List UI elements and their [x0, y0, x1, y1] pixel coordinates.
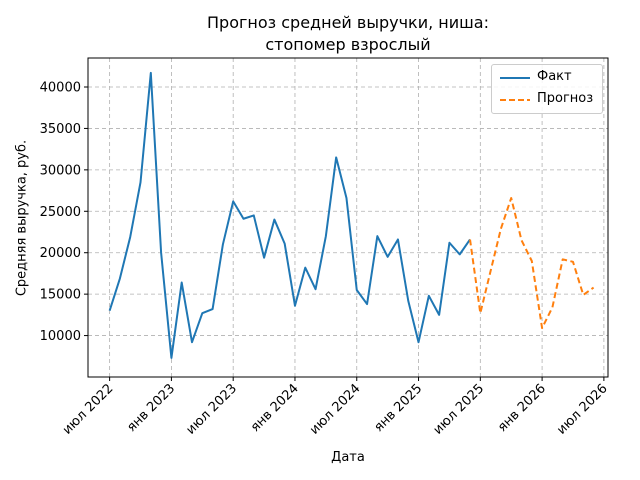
x-tick-label: июл 2025	[431, 381, 488, 438]
chart-title-line-2: стопомер взрослый	[265, 35, 431, 54]
x-tick-label: янв 2024	[248, 381, 302, 435]
chart-title-line-1: Прогноз средней выручки, ниша:	[207, 13, 489, 32]
legend: Факт Прогноз	[491, 64, 603, 114]
y-tick-label: 20000	[40, 246, 81, 261]
series-line-forecast	[469, 197, 595, 330]
series-layer	[108, 71, 595, 359]
legend-swatch-forecast	[500, 99, 530, 101]
y-tick-label: 15000	[40, 288, 81, 303]
series-line-fact	[108, 71, 471, 359]
x-tick-label: июл 2022	[60, 381, 117, 438]
y-tick-label: 25000	[40, 205, 81, 220]
legend-item-fact: Факт	[492, 68, 602, 88]
legend-swatch-fact	[500, 77, 530, 79]
legend-item-forecast: Прогноз	[492, 90, 602, 110]
x-tick-label: июл 2023	[184, 381, 241, 438]
y-tick-label: 35000	[40, 122, 81, 137]
x-tick-label: янв 2025	[371, 381, 425, 435]
y-tick-label: 40000	[40, 81, 81, 96]
y-axis-label: Средняя выручка, руб.	[14, 139, 30, 297]
x-tick-label: янв 2026	[495, 381, 549, 435]
plot-frame	[87, 57, 609, 378]
x-tick-label: июл 2026	[554, 381, 611, 438]
y-tick-label: 30000	[40, 163, 81, 178]
x-tick-label: янв 2023	[124, 381, 178, 435]
legend-label-forecast: Прогноз	[537, 91, 594, 106]
x-tick-label: июл 2024	[307, 381, 364, 438]
legend-label-fact: Факт	[537, 69, 572, 84]
x-axis-label: Дата	[331, 450, 365, 465]
y-tick-label: 10000	[40, 329, 81, 344]
